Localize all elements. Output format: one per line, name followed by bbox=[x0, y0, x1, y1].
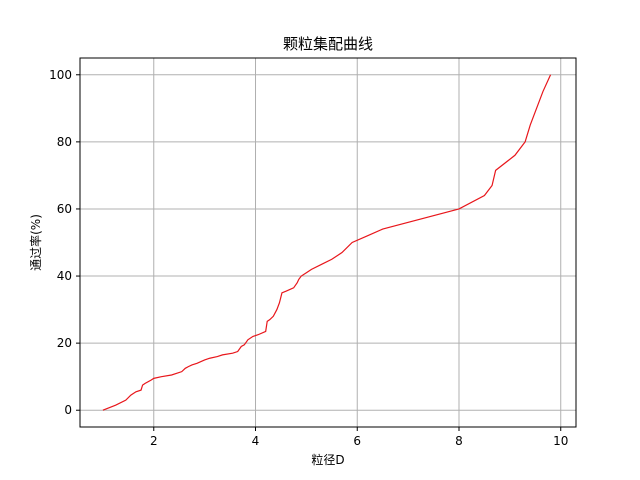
x-axis-label: 粒径D bbox=[311, 452, 344, 467]
plot-frame bbox=[79, 57, 577, 428]
y-tick-label: 60 bbox=[57, 202, 72, 216]
y-tick-label: 0 bbox=[64, 403, 72, 417]
chart-title: 颗粒集配曲线 bbox=[283, 35, 373, 53]
x-tick-label: 10 bbox=[553, 434, 568, 448]
x-tick-label: 8 bbox=[455, 434, 463, 448]
y-axis-label: 通过率(%) bbox=[28, 214, 43, 271]
y-tick-label: 80 bbox=[57, 135, 72, 149]
y-tick-label: 100 bbox=[49, 68, 72, 82]
y-tick-label: 20 bbox=[57, 336, 72, 350]
y-axis: 0 20 40 60 80 100 bbox=[49, 68, 80, 417]
x-tick-label: 4 bbox=[252, 434, 260, 448]
x-tick-label: 2 bbox=[150, 434, 158, 448]
series-line bbox=[102, 74, 552, 411]
y-tick-label: 40 bbox=[57, 269, 72, 283]
grid bbox=[80, 58, 576, 427]
x-tick-label: 6 bbox=[353, 434, 361, 448]
x-axis: 2 4 6 8 10 bbox=[150, 427, 568, 448]
